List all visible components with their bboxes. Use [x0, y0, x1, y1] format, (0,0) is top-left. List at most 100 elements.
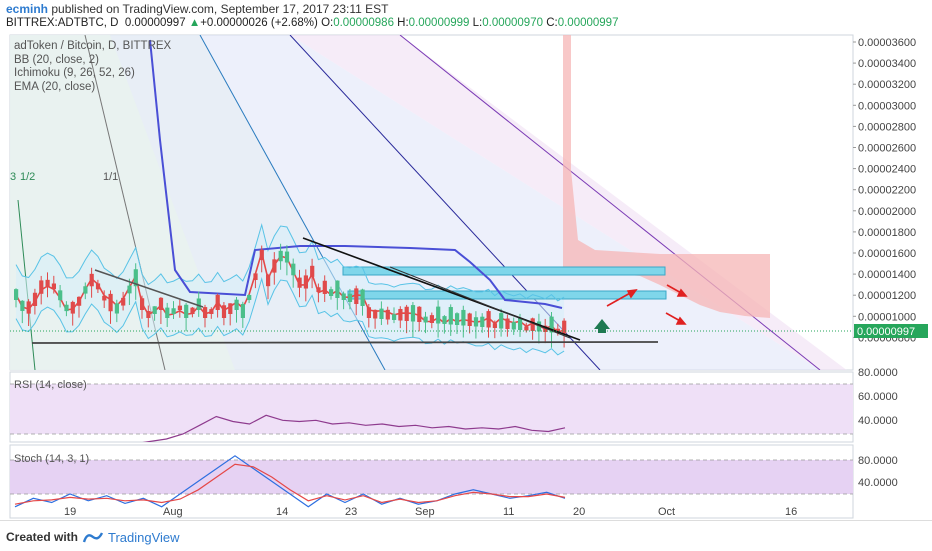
- stoch-label: Stoch (14, 3, 1): [14, 453, 89, 465]
- candle: [487, 311, 491, 327]
- rsi-tick-40: 40.0000: [858, 415, 898, 427]
- candle: [518, 318, 522, 330]
- candle: [430, 315, 434, 323]
- candle: [222, 305, 226, 318]
- candle: [33, 293, 37, 306]
- candle: [109, 294, 113, 311]
- candle: [247, 295, 251, 300]
- candle: [127, 286, 131, 294]
- support-line[interactable]: [32, 342, 658, 343]
- candle: [323, 281, 327, 294]
- candle: [386, 310, 390, 320]
- candle: [562, 321, 566, 334]
- price-axis[interactable]: 0.00003600 0.00003400 0.00003200 0.00003000…: [853, 37, 916, 344]
- legend-ema[interactable]: EMA (20, close): [14, 81, 171, 95]
- rsi-tick-60: 60.0000: [858, 391, 898, 403]
- footer: Created with TradingView: [0, 520, 932, 551]
- price-tick: 0.00003600: [858, 37, 916, 49]
- time-tick-14: 14: [276, 506, 288, 518]
- time-tick-aug: Aug: [163, 506, 183, 518]
- candle: [253, 273, 257, 280]
- tradingview-brand[interactable]: TradingView: [108, 530, 180, 545]
- candle: [335, 281, 339, 298]
- candle: [83, 286, 87, 293]
- candle: [310, 266, 314, 277]
- candle: [165, 308, 169, 318]
- resistance-box-lower[interactable]: [348, 291, 666, 299]
- candle: [71, 302, 75, 314]
- candle: [184, 305, 188, 318]
- fib-label-half: 1/2: [20, 171, 35, 183]
- candle: [367, 307, 371, 318]
- candle: [159, 298, 163, 310]
- price-tick: 0.00001400: [858, 269, 916, 281]
- candle: [424, 317, 428, 323]
- price-tick: 0.00002400: [858, 164, 916, 176]
- legend-ichimoku[interactable]: Ichimoku (9, 26, 52, 26): [14, 67, 171, 81]
- candle: [449, 307, 453, 324]
- current-price-text: 0.00000997: [857, 326, 915, 338]
- candle: [216, 295, 220, 310]
- candle: [96, 283, 100, 289]
- candle: [64, 305, 68, 311]
- candle: [146, 311, 150, 318]
- candle: [14, 289, 18, 300]
- fib-label-one: 1/1: [103, 171, 118, 183]
- created-with-label: Created with: [6, 530, 78, 544]
- candle: [493, 323, 497, 328]
- candle: [436, 307, 440, 324]
- candle: [298, 278, 302, 288]
- candle: [411, 305, 415, 321]
- tradingview-logo-icon: [82, 530, 104, 544]
- candle: [531, 318, 535, 331]
- candle: [235, 300, 239, 310]
- time-tick-oct: Oct: [658, 506, 675, 518]
- candle: [260, 250, 264, 260]
- stoch-band: [10, 460, 853, 494]
- candle: [228, 303, 232, 314]
- price-tick: 0.00002600: [858, 143, 916, 155]
- time-tick-19: 19: [64, 506, 76, 518]
- rsi-label: RSI (14, close): [14, 379, 87, 391]
- candle: [241, 304, 245, 318]
- candle: [524, 326, 528, 330]
- price-tick: 0.00003200: [858, 79, 916, 91]
- candle: [46, 280, 50, 286]
- candle: [266, 275, 270, 286]
- candle: [468, 313, 472, 326]
- candle: [279, 251, 283, 261]
- candle: [329, 289, 333, 296]
- candle: [20, 301, 24, 311]
- time-tick-16: 16: [785, 506, 797, 518]
- candle: [190, 308, 194, 314]
- candle: [417, 307, 421, 322]
- price-tick: 0.00003000: [858, 100, 916, 112]
- candle: [77, 297, 81, 306]
- candle: [505, 319, 509, 329]
- candle: [209, 309, 213, 314]
- candle: [121, 298, 125, 306]
- candle: [442, 316, 446, 324]
- price-tick: 0.00002800: [858, 121, 916, 133]
- fib-label-3: 3: [10, 171, 16, 183]
- candle: [285, 252, 289, 263]
- candle: [405, 307, 409, 321]
- candle: [140, 298, 144, 310]
- price-tick: 0.00001000: [858, 311, 916, 323]
- candle: [203, 307, 207, 318]
- candle: [90, 274, 94, 286]
- candle: [115, 303, 119, 313]
- candle: [52, 283, 56, 289]
- candle: [480, 317, 484, 327]
- legend-bb[interactable]: BB (20, close, 2): [14, 54, 171, 68]
- candle: [398, 309, 402, 321]
- price-tick: 0.00001800: [858, 227, 916, 239]
- candle: [178, 306, 182, 310]
- time-tick-20: 20: [573, 506, 585, 518]
- candle: [342, 293, 346, 300]
- candle: [348, 294, 352, 302]
- indicator-legend: adToken / Bitcoin, D, BITTREX BB (20, cl…: [14, 40, 171, 94]
- time-tick-sep: Sep: [415, 506, 435, 518]
- candle: [379, 309, 383, 319]
- price-tick: 0.00001600: [858, 248, 916, 260]
